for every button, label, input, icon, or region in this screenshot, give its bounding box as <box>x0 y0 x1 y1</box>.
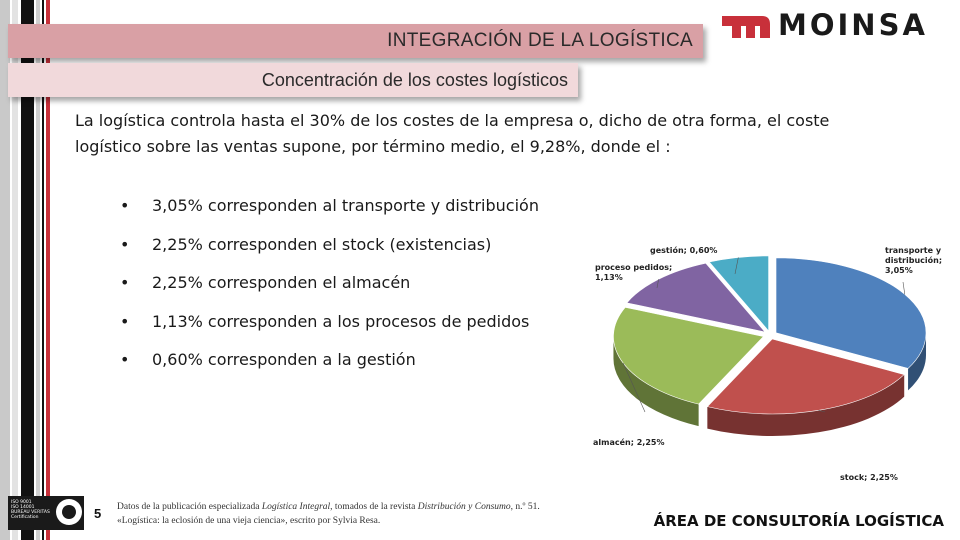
subtitle-banner: Concentración de los costes logísticos <box>8 63 578 97</box>
title-banner: INTEGRACIÓN DE LA LOGÍSTICA <box>8 24 703 58</box>
decor-stripe <box>36 0 40 540</box>
decor-stripe <box>0 0 10 540</box>
bullet-text: 2,25% corresponden el almacén <box>152 273 411 292</box>
bullet-list: • 3,05% corresponden al transporte y dist… <box>120 193 539 386</box>
list-item: • 1,13% corresponden a los procesos de pe… <box>120 311 530 331</box>
department-label: ÁREA DE CONSULTORÍA LOGÍSTICA <box>653 512 944 530</box>
logo-mark-icon <box>722 16 770 38</box>
decor-stripe <box>12 0 18 540</box>
certification-logo: ISO 9001 ISO 14001 BUREAU VERITAS Certif… <box>8 496 84 530</box>
pie-leader-line <box>902 281 906 295</box>
cost-pie-chart: transporte y distribución; 3,05% stock; 2,2… <box>593 245 942 482</box>
pie-label: almacén; 2,25% <box>593 437 664 447</box>
logo-text: MOINSA <box>778 8 928 42</box>
decor-stripe <box>21 0 34 540</box>
pie-leader-line <box>818 410 826 413</box>
pie-slice-side <box>707 374 905 436</box>
pie-leader-line <box>656 279 659 289</box>
decor-stripe <box>42 0 44 540</box>
list-item: • 0,60% corresponden a la gestión <box>120 350 416 369</box>
moinsa-logo: MOINSA <box>722 10 948 40</box>
list-item: • 2,25% corresponden el almacén <box>120 273 411 292</box>
list-item: • 3,05% corresponden al transporte y dist… <box>120 196 539 215</box>
page-title: INTEGRACIÓN DE LA LOGÍSTICA <box>387 30 693 51</box>
bullet-text: 1,13% corresponden a los procesos de ped… <box>152 311 530 331</box>
pie-label: proceso pedidos; 1,13% <box>595 263 672 282</box>
pie-label: stock; 2,25% <box>840 473 898 482</box>
bullet-text: 0,60% corresponden a la gestión <box>152 350 416 369</box>
pie-leader-line <box>622 362 646 413</box>
pie-label: gestión; 0,60% <box>650 245 717 255</box>
seal-icon <box>56 499 82 525</box>
pie-slice <box>708 255 769 332</box>
pie-slice <box>706 338 905 415</box>
pie-slice <box>626 262 766 333</box>
pie-slice-side <box>613 336 699 427</box>
page-subtitle: Concentración de los costes logísticos <box>261 69 568 90</box>
intro-paragraph: La logística controla hasta el 30% de lo… <box>75 111 830 156</box>
bullet-text: 3,05% corresponden al transporte y distr… <box>152 196 539 215</box>
pie-slice-side <box>908 332 927 391</box>
pie-slice <box>775 257 927 369</box>
bullet-text: 2,25% corresponden el stock (existencias… <box>152 234 492 254</box>
decor-stripe <box>46 0 50 540</box>
pie-label: transporte y distribución; 3,05% <box>885 246 942 275</box>
page-number: 5 <box>94 506 102 521</box>
source-note: Datos de la publicación especializada Lo… <box>117 502 540 526</box>
list-item: • 2,25% corresponden el stock (existencia… <box>120 234 492 254</box>
pie-leader-line <box>734 257 739 275</box>
cert-text: ISO 9001 ISO 14001 BUREAU VERITAS Certif… <box>11 500 50 520</box>
